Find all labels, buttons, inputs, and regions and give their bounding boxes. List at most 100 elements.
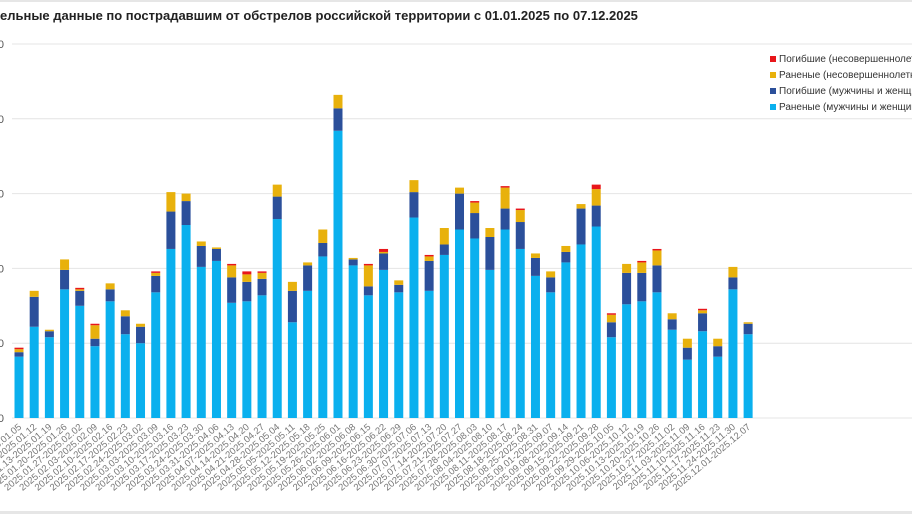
bar-segment — [591, 189, 601, 206]
bar-segment — [515, 248, 525, 418]
bar-segment — [90, 323, 100, 326]
bar-segment — [637, 272, 647, 302]
y-tick-label: 50 — [0, 338, 4, 350]
bar-segment — [136, 326, 146, 344]
bar-segment — [363, 263, 373, 266]
bar-segment — [90, 338, 100, 347]
bar-segment — [75, 289, 85, 291]
bar-segment — [379, 248, 389, 252]
bar-segment — [652, 248, 662, 251]
bar-segment — [181, 201, 191, 226]
bar-segment — [439, 244, 449, 255]
bar-segment — [546, 292, 556, 418]
bar-segment — [394, 292, 404, 418]
bar-segment — [60, 259, 70, 270]
bar-segment — [530, 275, 540, 418]
bar-segment — [728, 277, 738, 290]
bar-segment — [606, 337, 616, 418]
bar-segment — [379, 269, 389, 418]
bar-segment — [682, 338, 692, 348]
bar-segment — [90, 346, 100, 418]
bar-segment — [196, 245, 206, 267]
bar-segment — [682, 359, 692, 418]
bar-segment — [698, 313, 708, 332]
bar-segment — [272, 219, 282, 418]
bar-segment — [515, 222, 525, 249]
bar-segment — [500, 187, 510, 209]
bar-segment — [591, 184, 601, 190]
bar-segment — [455, 193, 465, 230]
bar-segment — [166, 248, 176, 418]
y-tick-label: 250 — [0, 39, 4, 51]
bar-segment — [728, 266, 738, 278]
bar-segment — [591, 226, 601, 418]
bar-segment — [348, 259, 358, 266]
legend: Погибшие (несовершеннолетние) Раненые (н… — [770, 51, 912, 115]
bar-segment — [120, 316, 130, 335]
bar-segment — [242, 271, 252, 275]
y-tick-label: 100 — [0, 263, 4, 275]
bar-segment — [576, 204, 586, 209]
bar-segment — [470, 238, 480, 418]
bar-segment — [151, 271, 161, 273]
bar-segment — [576, 208, 586, 245]
bar-segment — [485, 269, 495, 418]
bar-segment — [652, 292, 662, 418]
bar-segment — [470, 201, 480, 203]
bar-segment — [424, 290, 434, 418]
y-tick-label: 200 — [0, 114, 4, 126]
bar-segment — [622, 304, 632, 418]
bar-segment — [196, 266, 206, 418]
bar-segment — [29, 296, 39, 327]
bar-segment — [698, 331, 708, 418]
bar-segment — [272, 196, 282, 220]
legend-swatch — [770, 104, 776, 110]
legend-swatch — [770, 72, 776, 78]
bar-segment — [561, 251, 571, 263]
bar-segment — [44, 337, 54, 418]
bar-segment — [728, 289, 738, 418]
bar-segment — [242, 274, 252, 282]
legend-item-wounded-minors: Раненые (несовершеннолетние) — [770, 67, 912, 83]
bar-segment — [743, 334, 753, 418]
bar-segment — [151, 275, 161, 293]
legend-label: Погибшие (несовершеннолетние) — [779, 53, 912, 65]
bar-segment — [515, 208, 525, 211]
bar-segment — [227, 277, 237, 303]
bar-segment — [14, 356, 24, 418]
bar-segment — [242, 301, 252, 418]
bar-segment — [348, 265, 358, 418]
chart-title: ельные данные по пострадавшим от обстрел… — [0, 8, 638, 23]
bar-segment — [515, 210, 525, 223]
bar-segment — [105, 301, 115, 418]
bar-segment — [546, 271, 556, 278]
bar-segment — [333, 130, 343, 418]
bar-segment — [348, 257, 358, 260]
bar-segment — [44, 331, 54, 338]
bar-segment — [394, 280, 404, 285]
bar-segment — [713, 346, 723, 357]
bar-segment — [136, 323, 146, 327]
bar-segment — [652, 265, 662, 293]
bar-segment — [500, 208, 510, 230]
bar-segment — [561, 262, 571, 418]
bar-segment — [667, 319, 677, 330]
bar-segment — [333, 94, 343, 109]
bar-segment — [227, 302, 237, 418]
bar-segment — [120, 310, 130, 317]
bar-segment — [667, 313, 677, 320]
bar-segment — [500, 186, 510, 188]
bar-segment — [698, 310, 708, 314]
bar-segment — [424, 254, 434, 257]
legend-item-killed-adults: Погибшие (мужчины и женщины) — [770, 83, 912, 99]
bar-segment — [257, 295, 267, 418]
bar-segment — [606, 313, 616, 315]
bar-segment — [546, 277, 556, 293]
legend-swatch — [770, 88, 776, 94]
bar-segment — [409, 180, 419, 193]
bar-segment — [75, 290, 85, 306]
bar-segment — [14, 347, 24, 350]
bar-segment — [561, 245, 571, 252]
bar-segment — [591, 205, 601, 227]
